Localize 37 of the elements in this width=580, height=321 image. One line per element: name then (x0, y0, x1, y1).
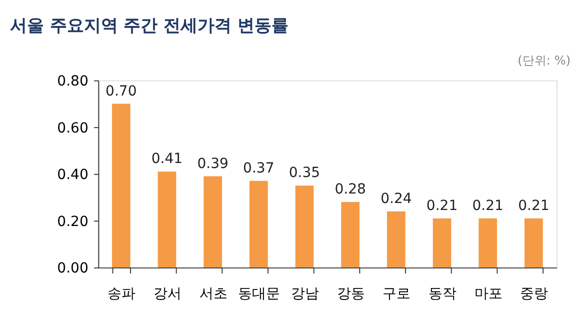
data-label: 0.24 (380, 190, 412, 207)
data-label: 0.21 (518, 198, 550, 214)
x-tick-label: 강남 (290, 286, 319, 302)
x-tick-label: 동작 (428, 286, 456, 302)
bar (158, 172, 176, 268)
data-label: 0.28 (334, 182, 366, 198)
data-label: 0.37 (243, 160, 274, 176)
bar (112, 104, 130, 268)
x-tick-label: 구로 (382, 286, 411, 302)
x-tick-label: 송파 (108, 286, 136, 302)
bar (432, 218, 452, 268)
y-tick-label: 0.00 (57, 260, 88, 277)
x-tick-label: 마포 (474, 286, 502, 302)
x-tick-label: 강서 (153, 286, 182, 302)
bar (524, 218, 543, 268)
bar (249, 180, 268, 268)
data-label: 0.41 (151, 151, 183, 168)
chart-title: 서울 주요지역 주간 전세가격 변동률 (10, 14, 288, 35)
x-tick-label: 강동 (336, 286, 365, 302)
x-tick-label: 중랑 (520, 286, 548, 302)
bar (204, 176, 222, 268)
x-tick-label: 서초 (199, 286, 228, 302)
data-label: 0.21 (426, 198, 458, 214)
text: (단위: %) (518, 53, 571, 68)
data-label: 0.70 (106, 83, 137, 100)
data-label: 0.39 (197, 156, 228, 172)
y-tick-label: 0.20 (57, 214, 88, 230)
bar (387, 211, 406, 268)
bar (295, 186, 314, 268)
data-label: 0.35 (288, 165, 320, 182)
y-tick-label: 0.60 (57, 120, 88, 136)
data-label: 0.21 (472, 198, 504, 214)
y-tick-label: 0.80 (57, 74, 88, 90)
bar (341, 202, 360, 268)
bar (478, 218, 498, 268)
y-tick-label: 0.40 (57, 167, 88, 184)
x-tick-label: 동대문 (238, 286, 280, 302)
